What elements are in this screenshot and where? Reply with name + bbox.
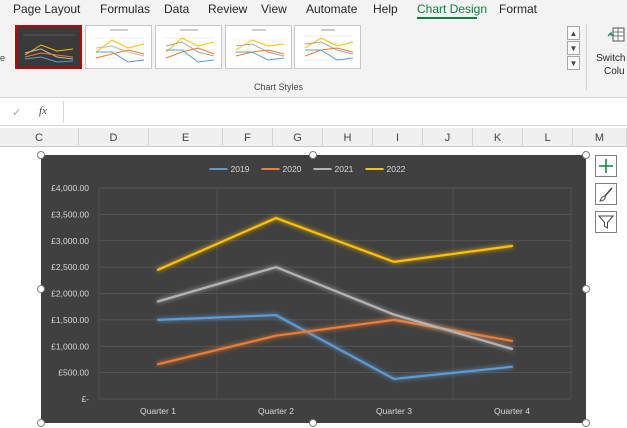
chevron-down-icon: ▼ [569, 43, 578, 53]
y-tick-label: £- [81, 394, 89, 404]
tab-formulas[interactable]: Formulas [100, 2, 151, 16]
tab-data[interactable]: Data [164, 2, 190, 16]
column-header-h[interactable]: H [323, 128, 373, 147]
x-tick-label: Quarter 1 [140, 406, 176, 416]
chart-styles-group-label: Chart Styles [254, 82, 304, 92]
gallery-more-button[interactable]: ▼ [567, 56, 580, 70]
chart-style-thumb-2[interactable] [85, 25, 152, 69]
chart-resize-handle-b[interactable] [309, 419, 317, 427]
column-headers: C D E F G H I J K L M [0, 128, 627, 147]
chart-styles-brush-icon [599, 187, 613, 202]
chart-style-thumb-3[interactable] [155, 25, 222, 69]
chart-elements-plus-icon [599, 159, 613, 173]
chart-canvas: £- £500.00 £1,000.00 £1,500.00 £2,000.00 £2,5… [51, 164, 572, 416]
tab-chart-design[interactable]: Chart Design [417, 2, 488, 16]
x-tick-label: Quarter 4 [494, 406, 530, 416]
chart-resize-handle-r[interactable] [582, 285, 590, 293]
y-tick-label: £1,000.00 [51, 341, 89, 351]
chart-elements-button[interactable] [595, 155, 617, 177]
column-header-i[interactable]: I [373, 128, 423, 147]
chart-style-preview-4 [234, 29, 285, 61]
formula-bar: ✓ fx [0, 100, 627, 126]
ribbon-tab-bar: Page Layout Formulas Data Review View Au… [0, 0, 627, 20]
tab-automate[interactable]: Automate [306, 2, 358, 16]
tab-help[interactable]: Help [373, 2, 398, 16]
chart-styles-button[interactable] [595, 183, 617, 205]
series-line-2019 [156, 314, 514, 381]
chart-style-thumb-5[interactable] [294, 25, 361, 69]
column-header-l[interactable]: L [523, 128, 573, 147]
legend-label-2020: 2020 [283, 164, 302, 174]
column-header-j[interactable]: J [423, 128, 473, 147]
chart-style-preview-dark [23, 34, 75, 63]
insert-function-icon[interactable]: fx [39, 105, 47, 117]
gallery-scroll-down-button[interactable]: ▼ [567, 41, 580, 55]
chart-filter-funnel-icon [598, 215, 614, 229]
column-header-f[interactable]: F [223, 128, 273, 147]
chart-style-preview-3 [164, 29, 215, 63]
y-tick-label: £500.00 [58, 368, 89, 378]
y-tick-label: £3,000.00 [51, 236, 89, 246]
chart-resize-handle-t[interactable] [309, 151, 317, 159]
switch-row-column-icon[interactable] [607, 26, 627, 48]
chart-resize-handle-l[interactable] [37, 285, 45, 293]
tab-view[interactable]: View [261, 2, 287, 16]
chart-filters-button[interactable] [595, 211, 617, 233]
tab-page-layout[interactable]: Page Layout [13, 2, 81, 16]
checkmark-icon[interactable]: ✓ [12, 107, 22, 119]
chart-style-preview-2 [94, 29, 145, 63]
column-header-d[interactable]: D [79, 128, 149, 147]
y-tick-label: £2,500.00 [51, 262, 89, 272]
gallery-scroll-up-button[interactable]: ▲ [567, 26, 580, 40]
tab-format[interactable]: Format [499, 2, 538, 16]
active-tab-indicator [417, 17, 477, 19]
switch-label-line1: Switch R [596, 53, 627, 64]
tab-review[interactable]: Review [208, 2, 248, 16]
column-header-k[interactable]: K [473, 128, 523, 147]
chart-resize-handle-tl[interactable] [37, 151, 45, 159]
series-line-2021 [156, 266, 514, 350]
series-line-2022 [156, 216, 514, 271]
chart-resize-handle-tr[interactable] [582, 151, 590, 159]
chevron-up-icon: ▲ [569, 28, 578, 38]
gallery-expand-icon: ▼ [569, 58, 578, 68]
ribbon-group-separator [586, 24, 587, 90]
series-line-2020 [156, 318, 514, 366]
y-tick-label: £4,000.00 [51, 183, 89, 193]
y-tick-label: £1,500.00 [51, 315, 89, 325]
legend-label-2022: 2022 [387, 164, 406, 174]
chart-style-thumb-4[interactable] [225, 25, 292, 69]
ribbon-chart-styles: e [0, 20, 627, 98]
legend-label-2019: 2019 [231, 164, 250, 174]
line-chart[interactable]: £- £500.00 £1,000.00 £1,500.00 £2,000.00 £2,5… [41, 155, 586, 423]
y-tick-label: £2,000.00 [51, 289, 89, 299]
chart-resize-handle-bl[interactable] [37, 419, 45, 427]
column-header-m[interactable]: M [573, 128, 627, 147]
chart-style-thumb-1[interactable] [15, 25, 82, 69]
column-header-g[interactable]: G [273, 128, 323, 147]
switch-label-line2: Colu [604, 66, 625, 77]
column-header-e[interactable]: E [149, 128, 223, 147]
chart-style-preview-5 [303, 29, 354, 61]
formula-input[interactable] [63, 101, 627, 123]
x-tick-label: Quarter 3 [376, 406, 412, 416]
chart-resize-handle-br[interactable] [582, 419, 590, 427]
ribbon-edge-fragment: e [0, 53, 6, 63]
column-header-c[interactable]: C [0, 128, 79, 147]
y-tick-label: £3,500.00 [51, 209, 89, 219]
switch-row-column-button[interactable]: Switch R Colu [596, 52, 627, 78]
x-tick-label: Quarter 2 [258, 406, 294, 416]
legend-label-2021: 2021 [335, 164, 354, 174]
